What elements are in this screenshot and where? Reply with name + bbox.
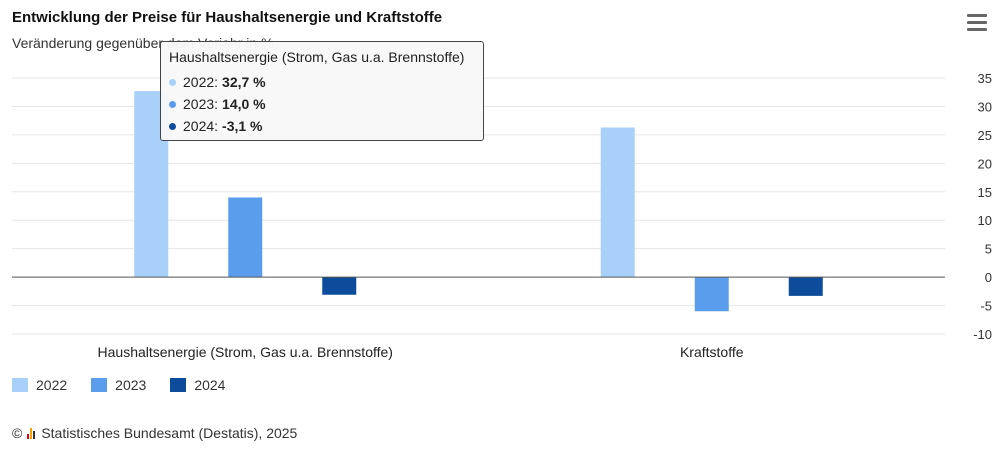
source-credit: © Statistisches Bundesamt (Destatis), 20…: [12, 425, 297, 441]
legend-swatch-2023: [91, 378, 108, 392]
legend-swatch-2022: [12, 378, 28, 392]
legend-item-2022[interactable]: 2022: [12, 377, 67, 393]
chart-title: Entwicklung der Preise für Haushaltsener…: [12, 9, 443, 26]
bar-2024[interactable]: [322, 277, 357, 295]
source-text: Statistisches Bundesamt (Destatis), 2025: [41, 425, 298, 441]
bar-2022[interactable]: [600, 127, 635, 278]
tooltip-year: 2024: [183, 118, 215, 134]
chart-tooltip: Haushaltsenergie (Strom, Gas u.a. Brenns…: [160, 41, 484, 141]
tooltip-year: 2023: [183, 96, 215, 112]
y-tick-label: 5: [985, 242, 992, 257]
x-category-label: Haushaltsenergie (Strom, Gas u.a. Brenns…: [98, 344, 393, 360]
destatis-logo-icon: [27, 427, 36, 439]
tooltip-year: 2022: [183, 74, 215, 90]
legend-label-2024: 2024: [194, 377, 226, 393]
tooltip-value: 32,7 %: [222, 74, 266, 90]
y-tick-label: 15: [978, 185, 992, 200]
bar-chart: 35 30 25 20 15 10 5 0 -5 -10 Haushaltsenergie (Str…: [12, 71, 992, 360]
tooltip-header: Haushaltsenergie (Strom, Gas u.a. Brenns…: [169, 49, 465, 65]
legend-label-2022: 2022: [36, 377, 68, 393]
tooltip-row-2022: 2022: 32,7 %: [169, 71, 475, 93]
tooltip-row-2023: 2023: 14,0 %: [169, 93, 475, 115]
bar-2023[interactable]: [694, 277, 729, 312]
tooltip-value: 14,0 %: [222, 96, 266, 112]
chart-legend: 2022 2023 2024: [12, 377, 225, 393]
legend-item-2024[interactable]: 2024: [170, 377, 225, 393]
bar-2023[interactable]: [228, 197, 263, 278]
y-tick-label: -5: [980, 299, 992, 314]
legend-swatch-2024: [170, 378, 187, 392]
y-tick-label: 30: [978, 99, 992, 114]
tooltip-dot-icon: [169, 78, 176, 86]
hamburger-menu-icon[interactable]: [967, 14, 987, 32]
y-tick-label: 20: [978, 156, 992, 171]
x-category-label: Kraftstoffe: [680, 344, 744, 360]
y-tick-label: 25: [978, 128, 992, 143]
tooltip-dot-icon: [169, 100, 176, 108]
y-tick-label: -10: [973, 327, 992, 342]
legend-item-2023[interactable]: 2023: [91, 377, 146, 393]
y-tick-label: 35: [978, 71, 992, 86]
y-tick-label: 10: [978, 213, 992, 228]
tooltip-value: -3,1 %: [222, 118, 263, 134]
y-tick-label: 0: [985, 270, 992, 285]
tooltip-dot-icon: [169, 122, 176, 130]
bar-2024[interactable]: [788, 277, 823, 296]
copyright-symbol: ©: [12, 425, 23, 441]
legend-label-2023: 2023: [115, 377, 147, 393]
tooltip-row-2024: 2024: -3,1 %: [169, 115, 475, 137]
